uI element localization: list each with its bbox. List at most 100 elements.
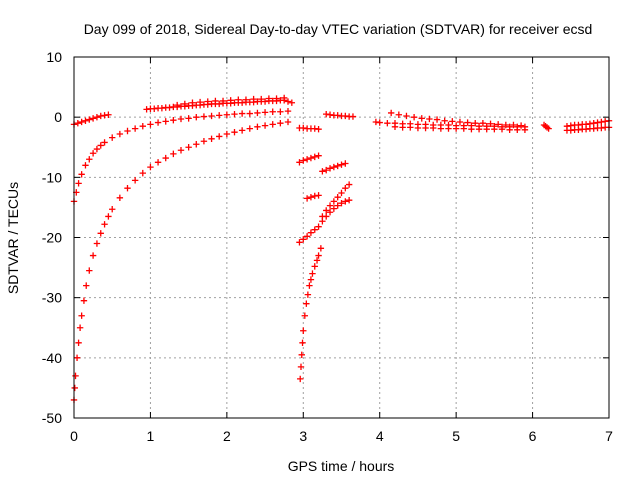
data-point bbox=[475, 126, 483, 133]
data-point bbox=[326, 202, 334, 209]
data-point bbox=[437, 125, 445, 132]
data-point bbox=[109, 134, 116, 141]
data-point bbox=[78, 118, 85, 126]
data-point bbox=[277, 119, 284, 127]
data-point bbox=[342, 160, 349, 167]
data-point bbox=[422, 124, 429, 132]
data-point bbox=[441, 117, 448, 124]
data-point bbox=[89, 150, 97, 157]
data-point bbox=[181, 100, 189, 108]
data-point bbox=[288, 99, 296, 106]
data-point bbox=[426, 115, 433, 123]
data-point bbox=[399, 124, 406, 131]
data-point bbox=[323, 166, 330, 174]
data-point bbox=[334, 193, 341, 201]
data-point bbox=[514, 126, 521, 134]
data-point bbox=[330, 198, 338, 205]
data-point bbox=[177, 147, 185, 154]
data-point bbox=[460, 125, 467, 132]
data-point bbox=[131, 125, 139, 132]
data-point bbox=[498, 126, 506, 133]
series-track-e bbox=[173, 94, 288, 109]
x-tick-label: 0 bbox=[70, 428, 78, 444]
data-point bbox=[307, 229, 315, 236]
data-point bbox=[74, 119, 82, 127]
series-track-c bbox=[70, 118, 292, 404]
data-point bbox=[154, 119, 162, 126]
data-point bbox=[80, 297, 88, 304]
data-point bbox=[315, 192, 322, 199]
data-point bbox=[139, 122, 146, 130]
data-point bbox=[338, 200, 345, 207]
data-point bbox=[323, 207, 330, 214]
data-point bbox=[449, 118, 456, 125]
data-point bbox=[491, 126, 498, 133]
data-point bbox=[299, 339, 306, 346]
x-tick-label: 3 bbox=[299, 428, 307, 444]
data-point bbox=[452, 125, 460, 132]
data-point bbox=[296, 239, 303, 246]
data-point bbox=[162, 154, 169, 162]
data-point bbox=[315, 223, 322, 230]
data-point bbox=[189, 99, 196, 106]
y-tick-label: -20 bbox=[42, 230, 62, 246]
data-point bbox=[147, 163, 154, 171]
data-point bbox=[82, 162, 89, 169]
data-point bbox=[238, 110, 246, 117]
data-point bbox=[86, 156, 93, 163]
series-track-n bbox=[391, 123, 529, 134]
data-point bbox=[510, 121, 517, 129]
x-tick-label: 2 bbox=[223, 428, 231, 444]
data-point bbox=[315, 152, 322, 159]
data-point bbox=[105, 111, 112, 118]
data-point bbox=[307, 193, 315, 201]
data-point bbox=[86, 267, 93, 274]
data-point bbox=[93, 240, 101, 247]
data-point bbox=[76, 324, 84, 331]
data-point bbox=[303, 233, 311, 240]
data-point bbox=[297, 375, 304, 383]
data-point bbox=[468, 126, 475, 133]
data-point bbox=[334, 202, 341, 209]
x-axis-label: GPS time / hours bbox=[288, 458, 395, 474]
data-point bbox=[154, 159, 162, 166]
data-point bbox=[342, 198, 349, 205]
data-point bbox=[403, 112, 410, 120]
series-track-g bbox=[296, 196, 353, 246]
data-point bbox=[82, 117, 89, 124]
data-point bbox=[227, 97, 234, 104]
data-point bbox=[506, 126, 513, 134]
data-point bbox=[200, 138, 208, 145]
data-point bbox=[105, 213, 112, 220]
y-tick-label: 10 bbox=[46, 49, 62, 65]
data-point bbox=[430, 124, 437, 132]
data-point bbox=[307, 276, 315, 283]
data-point bbox=[200, 113, 208, 120]
data-point bbox=[311, 153, 318, 161]
data-point bbox=[231, 110, 238, 118]
series-track-i bbox=[297, 245, 325, 383]
data-point bbox=[193, 113, 200, 121]
data-point bbox=[254, 123, 261, 130]
data-point bbox=[410, 113, 418, 121]
data-point bbox=[487, 120, 494, 127]
y-tick-label: -50 bbox=[42, 410, 62, 426]
data-point bbox=[75, 180, 82, 187]
data-point bbox=[162, 118, 169, 125]
y-tick-label: -10 bbox=[42, 169, 62, 185]
data-point bbox=[445, 125, 452, 132]
data-point bbox=[208, 135, 215, 143]
series-track-j bbox=[296, 124, 322, 133]
data-point bbox=[342, 184, 349, 192]
data-point bbox=[317, 245, 325, 252]
data-point bbox=[185, 144, 192, 151]
data-point bbox=[72, 372, 79, 380]
data-point bbox=[464, 119, 471, 126]
data-point bbox=[315, 252, 322, 259]
data-point bbox=[456, 118, 464, 126]
data-point bbox=[303, 195, 311, 202]
y-axis-label: SDTVAR / TECUs bbox=[5, 182, 21, 294]
data-point bbox=[387, 109, 395, 117]
data-point bbox=[284, 118, 292, 126]
